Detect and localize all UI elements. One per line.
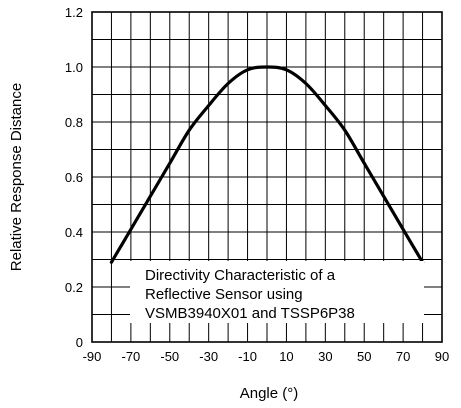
y-tick-label: 1.2 — [65, 5, 83, 20]
annotation-background — [130, 261, 424, 323]
x-tick-label: 70 — [396, 349, 410, 364]
y-tick-label: 0.2 — [65, 280, 83, 295]
x-tick-label: 90 — [435, 349, 449, 364]
annotation-line-3: VSMB3940X01 and TSSP6P38 — [145, 305, 355, 322]
y-tick-label: 0.6 — [65, 170, 83, 185]
y-tick-label: 0.4 — [65, 225, 83, 240]
y-tick-label: 0.8 — [65, 115, 83, 130]
x-tick-label: -90 — [83, 349, 102, 364]
x-tick-label: -30 — [199, 349, 218, 364]
x-tick-label: 30 — [318, 349, 332, 364]
annotation-line-2: Reflective Sensor using — [145, 286, 303, 303]
plot-frame — [91, 11, 443, 343]
x-tick-label: 10 — [279, 349, 293, 364]
x-axis-title: Angle (°) — [240, 385, 299, 402]
y-axis-title: Relative Response Distance — [8, 83, 25, 271]
x-tick-labels: -90 -70 -50 -30 -10 10 30 50 70 90 — [83, 349, 450, 364]
series-line — [109, 65, 425, 264]
y-tick-label: 1.0 — [65, 60, 83, 75]
x-tick-label: -50 — [160, 349, 179, 364]
y-tick-label: 0 — [76, 335, 83, 350]
x-tick-label: -70 — [121, 349, 140, 364]
x-tick-label: 50 — [357, 349, 371, 364]
y-tick-labels: 0 0.2 0.4 0.6 0.8 1.0 1.2 — [65, 5, 83, 350]
x-tick-label: -10 — [238, 349, 257, 364]
annotation-box: Directivity Characteristic of a Reflecti… — [130, 261, 424, 323]
annotation-line-1: Directivity Characteristic of a — [145, 267, 336, 284]
